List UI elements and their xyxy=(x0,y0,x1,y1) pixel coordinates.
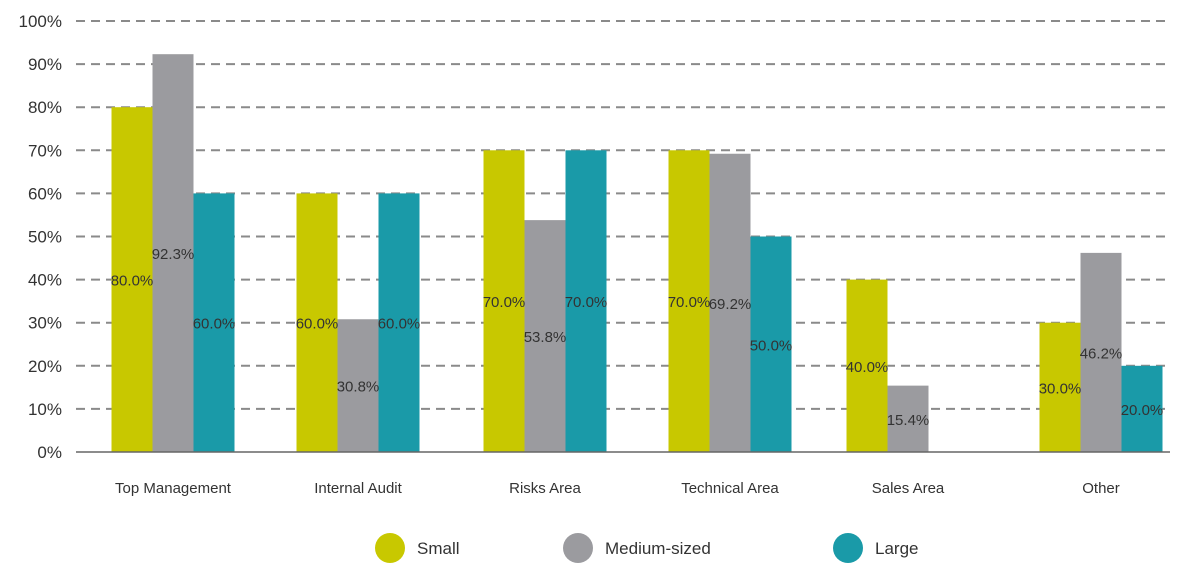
y-tick-label: 30% xyxy=(28,314,62,333)
gridlines xyxy=(76,20,1170,410)
bar xyxy=(296,193,338,452)
data-label: 30.0% xyxy=(1039,380,1082,397)
legend-swatch xyxy=(375,533,405,563)
y-tick-label: 20% xyxy=(28,357,62,376)
data-label: 20.0% xyxy=(1121,402,1164,419)
y-tick-label: 10% xyxy=(28,400,62,419)
bar xyxy=(1039,322,1081,452)
y-tick-label: 50% xyxy=(28,228,62,247)
x-category-label: Risks Area xyxy=(509,480,581,497)
data-label: 15.4% xyxy=(887,412,930,429)
x-axis-categories: Top Management Internal Audit Risks Area Te… xyxy=(115,480,1120,497)
y-tick-label: 100% xyxy=(19,12,62,31)
x-category-label: Other xyxy=(1082,480,1120,497)
x-category-label: Technical Area xyxy=(681,480,779,497)
bar xyxy=(887,385,929,452)
bar xyxy=(1080,252,1122,452)
legend: Small Medium-sized Large xyxy=(375,533,918,563)
bar xyxy=(524,220,566,452)
legend-swatch xyxy=(833,533,863,563)
legend-label: Large xyxy=(875,539,918,558)
legend-swatch xyxy=(563,533,593,563)
x-category-label: Sales Area xyxy=(872,480,945,497)
y-tick-label: 90% xyxy=(28,55,62,74)
bar xyxy=(846,279,888,452)
bar xyxy=(565,150,607,453)
data-label: 92.3% xyxy=(152,246,195,263)
legend-label: Medium-sized xyxy=(605,539,711,558)
bar xyxy=(378,193,420,452)
bar xyxy=(152,54,194,452)
bar xyxy=(483,150,525,453)
data-label: 60.0% xyxy=(296,316,339,333)
data-label: 40.0% xyxy=(846,359,889,376)
data-label: 46.2% xyxy=(1080,345,1123,362)
y-tick-label: 0% xyxy=(37,443,62,462)
bars xyxy=(111,54,1163,453)
bar xyxy=(750,236,792,452)
data-label: 70.0% xyxy=(668,294,711,311)
data-label: 53.8% xyxy=(524,329,567,346)
legend-label: Small xyxy=(417,539,460,558)
bar xyxy=(111,107,153,452)
y-tick-label: 40% xyxy=(28,271,62,290)
x-category-label: Top Management xyxy=(115,480,232,497)
data-label: 69.2% xyxy=(709,296,752,313)
bar xyxy=(709,153,751,453)
data-labels: 80.0% 92.3% 60.0% 60.0% 30.8% 60.0% 70.0% 53.8%… xyxy=(111,246,1164,429)
data-label: 30.8% xyxy=(337,379,380,396)
data-label: 70.0% xyxy=(483,294,526,311)
y-tick-label: 80% xyxy=(28,98,62,117)
data-label: 50.0% xyxy=(750,337,793,354)
bar xyxy=(668,150,710,453)
data-label: 80.0% xyxy=(111,273,154,290)
bar xyxy=(1121,365,1163,452)
data-label: 60.0% xyxy=(193,316,236,333)
y-axis-ticks: 0% 10% 20% 30% 40% 50% 60% 70% 80% 90% 100% xyxy=(19,12,62,462)
bar xyxy=(193,193,235,452)
data-label: 70.0% xyxy=(565,294,608,311)
y-tick-label: 70% xyxy=(28,141,62,160)
bar xyxy=(337,319,379,452)
y-tick-label: 60% xyxy=(28,184,62,203)
x-category-label: Internal Audit xyxy=(314,480,402,497)
data-label: 60.0% xyxy=(378,316,421,333)
